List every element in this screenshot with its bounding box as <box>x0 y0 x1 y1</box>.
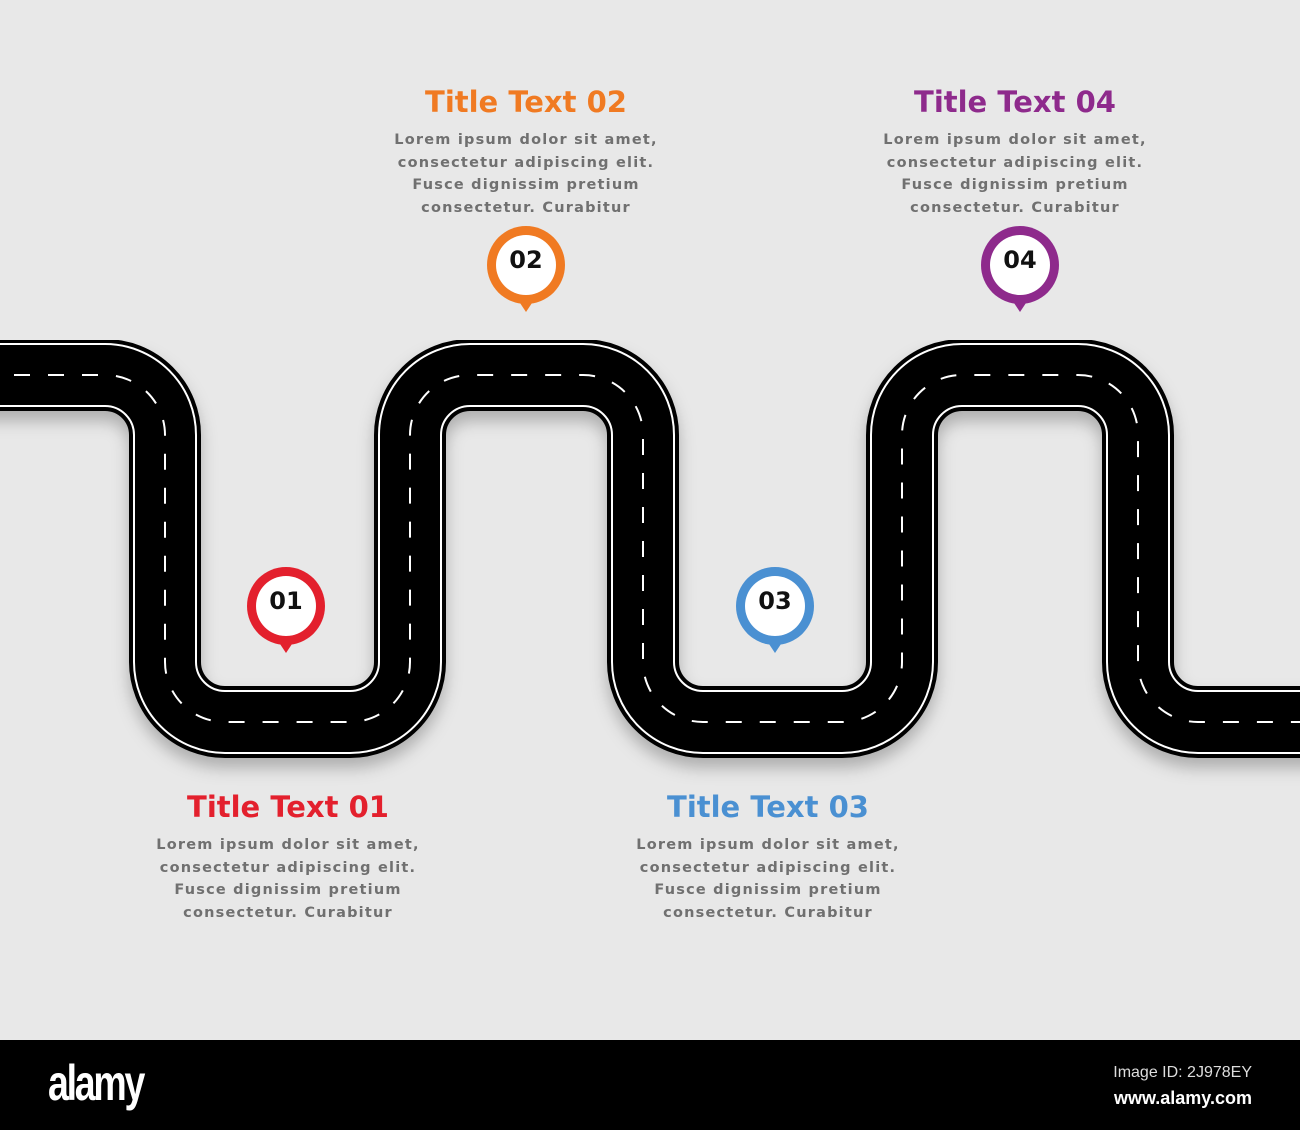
pin-marker-01: 01 <box>246 567 326 663</box>
body-line: consectetur adipiscing elit. <box>639 859 897 876</box>
step-body: Lorem ipsum dolor sit amet, consectetur … <box>138 834 438 924</box>
pin-number: 03 <box>758 587 792 615</box>
step-03-text: Title Text 03 Lorem ipsum dolor sit amet… <box>618 790 918 924</box>
body-line: Lorem ipsum dolor sit amet, <box>883 132 1147 148</box>
site-url: www.alamy.com <box>1113 1088 1252 1108</box>
step-04-text: Title Text 04 Lorem ipsum dolor sit amet… <box>865 85 1165 219</box>
step-body: Lorem ipsum dolor sit amet, consectetur … <box>865 129 1165 219</box>
pin-number: 02 <box>509 246 543 274</box>
step-body: Lorem ipsum dolor sit amet, consectetur … <box>618 834 918 924</box>
body-line: Lorem ipsum dolor sit amet, <box>394 132 658 148</box>
body-line: Fusce dignissim pretium <box>654 882 882 898</box>
body-line: Fusce dignissim pretium <box>412 177 640 193</box>
body-line: consectetur. Curabitur <box>663 904 873 921</box>
body-line: consectetur adipiscing elit. <box>159 859 417 876</box>
pin-marker-02: 02 <box>486 226 566 322</box>
location-pin-icon <box>736 567 814 653</box>
alamy-logo: alamy <box>48 1055 145 1111</box>
step-title: Title Text 02 <box>425 85 627 119</box>
pin-marker-03: 03 <box>735 567 815 663</box>
body-line: consectetur adipiscing elit. <box>886 154 1144 171</box>
body-line: consectetur adipiscing elit. <box>397 154 655 171</box>
body-line: consectetur. Curabitur <box>421 199 631 216</box>
step-title: Title Text 04 <box>914 85 1116 119</box>
body-line: Fusce dignissim pretium <box>901 177 1129 193</box>
pin-marker-04: 04 <box>980 226 1060 322</box>
body-line: Lorem ipsum dolor sit amet, <box>156 837 420 853</box>
winding-road <box>0 339 1300 758</box>
location-pin-icon <box>981 226 1059 312</box>
step-01-text: Title Text 01 Lorem ipsum dolor sit amet… <box>138 790 438 924</box>
body-line: Fusce dignissim pretium <box>174 882 402 898</box>
body-line: Lorem ipsum dolor sit amet, <box>636 837 900 853</box>
step-02-text: Title Text 02 Lorem ipsum dolor sit amet… <box>376 85 676 219</box>
body-line: consectetur. Curabitur <box>910 199 1120 216</box>
pin-number: 01 <box>269 587 303 615</box>
location-pin-icon <box>487 226 565 312</box>
step-title: Title Text 01 <box>187 790 389 824</box>
step-body: Lorem ipsum dolor sit amet, consectetur … <box>376 129 676 219</box>
road-center-dashes <box>0 374 1300 723</box>
image-id: Image ID: 2J978EY <box>1113 1064 1252 1081</box>
footer-bar: alamy Image ID: 2J978EY www.alamy.com <box>0 1040 1300 1130</box>
body-line: consectetur. Curabitur <box>183 904 393 921</box>
step-title: Title Text 03 <box>667 790 869 824</box>
pin-number: 04 <box>1003 246 1037 274</box>
location-pin-icon <box>247 567 325 653</box>
